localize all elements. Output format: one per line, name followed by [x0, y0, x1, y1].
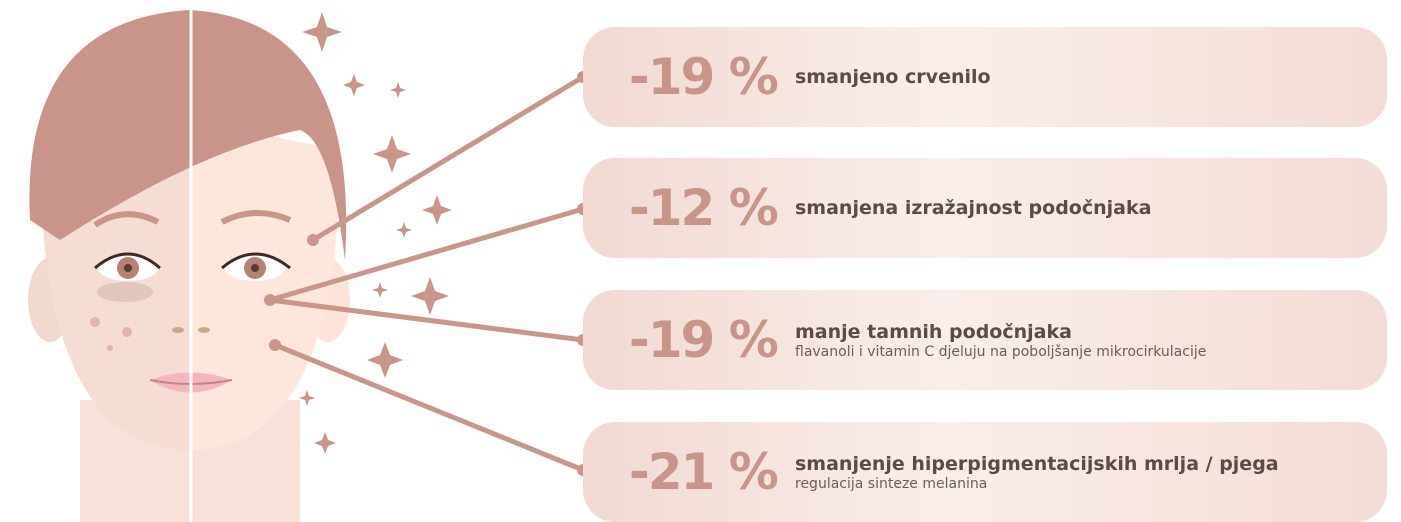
- stat-subtitle: flavanoli i vitamin C djeluju na poboljš…: [795, 344, 1206, 360]
- stat-card: -19 % smanjeno crvenilo: [583, 27, 1387, 127]
- stat-text: smanjenje hiperpigmentacijskih mrlja / p…: [795, 422, 1279, 522]
- stat-value: -19 %: [629, 27, 777, 127]
- stat-title: smanjenje hiperpigmentacijskih mrlja / p…: [795, 453, 1279, 475]
- stat-title: smanjena izražajnost podočnjaka: [795, 197, 1151, 219]
- stat-text: smanjeno crvenilo: [795, 27, 991, 127]
- stat-title: manje tamnih podočnjaka: [795, 321, 1206, 343]
- stat-text: smanjena izražajnost podočnjaka: [795, 158, 1151, 258]
- stat-value: -19 %: [629, 290, 777, 390]
- stat-card: -21 % smanjenje hiperpigmentacijskih mrlj…: [583, 422, 1387, 522]
- stat-value: -21 %: [629, 422, 777, 522]
- stat-card: -12 % smanjena izražajnost podočnjaka: [583, 158, 1387, 258]
- page: {"items": [ {"stat": "-19 %", "title": "…: [0, 0, 1401, 522]
- stat-subtitle: regulacija sinteze melanina: [795, 476, 1279, 492]
- stat-value: -12 %: [629, 158, 777, 258]
- stat-title: smanjeno crvenilo: [795, 66, 991, 88]
